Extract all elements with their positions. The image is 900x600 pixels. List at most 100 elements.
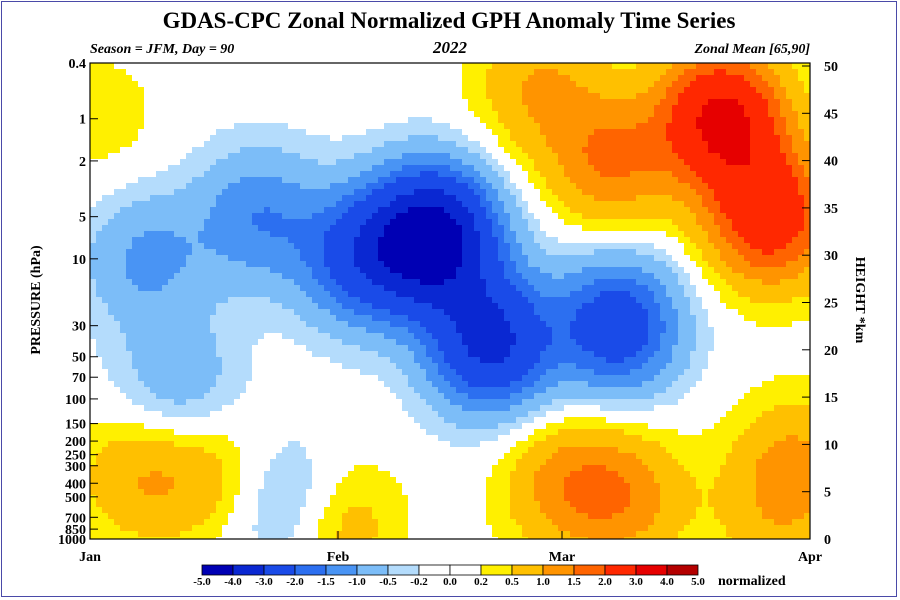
anomaly-cell (204, 213, 211, 220)
anomaly-cell (396, 105, 403, 112)
anomaly-cell (624, 81, 631, 88)
anomaly-cell (786, 75, 793, 82)
anomaly-cell (468, 87, 475, 94)
anomaly-cell (798, 135, 805, 142)
anomaly-cell (762, 255, 769, 262)
anomaly-cell (198, 267, 205, 274)
anomaly-cell (528, 171, 535, 178)
anomaly-cell (600, 81, 607, 88)
anomaly-cell (306, 291, 313, 298)
anomaly-cell (504, 111, 511, 118)
anomaly-cell (522, 99, 529, 106)
anomaly-cell (258, 249, 265, 256)
anomaly-cell (804, 219, 811, 226)
anomaly-cell (432, 207, 439, 214)
anomaly-cell (486, 195, 493, 202)
anomaly-cell (330, 87, 337, 94)
anomaly-cell (108, 171, 115, 178)
anomaly-cell (792, 195, 799, 202)
anomaly-cell (588, 129, 595, 136)
anomaly-cell (126, 93, 133, 100)
anomaly-cell (390, 213, 397, 220)
anomaly-cell (750, 147, 757, 154)
anomaly-cell (468, 189, 475, 196)
anomaly-cell (180, 165, 187, 172)
anomaly-cell (630, 81, 637, 88)
anomaly-cell (720, 201, 727, 208)
anomaly-cell (474, 249, 481, 256)
anomaly-cell (366, 75, 373, 82)
anomaly-cell (714, 135, 721, 142)
anomaly-cell (582, 105, 589, 112)
anomaly-cell (750, 135, 757, 142)
anomaly-cell (438, 129, 445, 136)
anomaly-cell (618, 159, 625, 166)
anomaly-cell (630, 219, 637, 226)
anomaly-cell (510, 255, 517, 262)
anomaly-cell (654, 189, 661, 196)
anomaly-cell (498, 249, 505, 256)
anomaly-cell (306, 147, 313, 154)
anomaly-cell (138, 99, 145, 106)
anomaly-cell (498, 123, 505, 130)
anomaly-cell (684, 189, 691, 196)
anomaly-cell (174, 63, 181, 70)
anomaly-cell (366, 195, 373, 202)
anomaly-cell (726, 291, 733, 298)
anomaly-cell (564, 123, 571, 130)
anomaly-cell (504, 99, 511, 106)
anomaly-cell (204, 123, 211, 130)
anomaly-cell (780, 141, 787, 148)
anomaly-cell (258, 285, 265, 292)
anomaly-cell (768, 165, 775, 172)
anomaly-cell (192, 291, 199, 298)
anomaly-cell (762, 159, 769, 166)
anomaly-cell (570, 297, 577, 304)
anomaly-cell (780, 249, 787, 256)
anomaly-cell (360, 297, 367, 304)
anomaly-cell (798, 207, 805, 214)
anomaly-cell (300, 285, 307, 292)
anomaly-cell (792, 201, 799, 208)
anomaly-cell (354, 219, 361, 226)
anomaly-cell (168, 219, 175, 226)
anomaly-cell (414, 225, 421, 232)
anomaly-cell (564, 75, 571, 82)
anomaly-cell (282, 69, 289, 76)
anomaly-cell (378, 147, 385, 154)
anomaly-cell (792, 273, 799, 280)
anomaly-cell (354, 183, 361, 190)
anomaly-cell (348, 93, 355, 100)
anomaly-cell (786, 243, 793, 250)
anomaly-cell (438, 81, 445, 88)
anomaly-cell (654, 69, 661, 76)
anomaly-cell (300, 297, 307, 304)
anomaly-cell (348, 129, 355, 136)
anomaly-cell (612, 69, 619, 76)
anomaly-cell (330, 99, 337, 106)
anomaly-cell (516, 87, 523, 94)
anomaly-cell (294, 165, 301, 172)
anomaly-cell (354, 129, 361, 136)
anomaly-cell (456, 273, 463, 280)
anomaly-cell (396, 219, 403, 226)
anomaly-cell (552, 87, 559, 94)
anomaly-cell (534, 231, 541, 238)
anomaly-cell (660, 141, 667, 148)
anomaly-cell (756, 147, 763, 154)
anomaly-cell (162, 201, 169, 208)
anomaly-cell (480, 291, 487, 298)
anomaly-cell (444, 105, 451, 112)
anomaly-cell (108, 75, 115, 82)
anomaly-cell (654, 117, 661, 124)
anomaly-cell (510, 159, 517, 166)
anomaly-cell (306, 183, 313, 190)
anomaly-cell (378, 153, 385, 160)
anomaly-cell (330, 129, 337, 136)
anomaly-cell (792, 93, 799, 100)
anomaly-cell (336, 303, 343, 310)
anomaly-cell (504, 171, 511, 178)
anomaly-cell (648, 201, 655, 208)
anomaly-cell (306, 123, 313, 130)
anomaly-cell (696, 195, 703, 202)
